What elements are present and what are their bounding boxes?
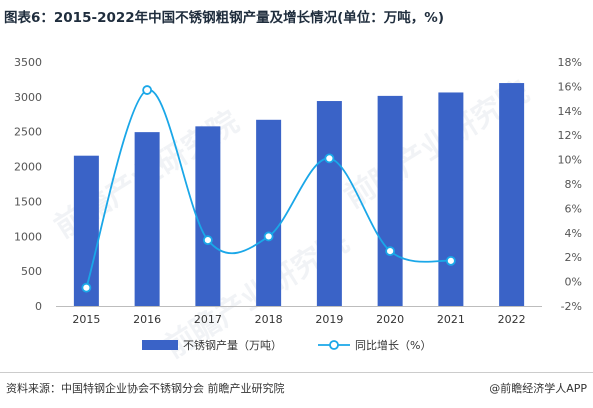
bar <box>377 95 403 307</box>
y-left-tick-label: 3000 <box>14 91 42 104</box>
growth-marker <box>263 231 274 242</box>
y-right-tick-label: 4% <box>565 227 582 240</box>
y-right-tick-label: 14% <box>558 105 582 118</box>
x-tick-label: 2022 <box>498 313 526 326</box>
y-right-tick-label: 2% <box>565 251 582 264</box>
y-right-tick-label: 16% <box>558 80 582 93</box>
legend-bar-swatch <box>142 340 178 350</box>
growth-marker <box>385 246 396 257</box>
y-right-tick-label: 10% <box>558 154 582 167</box>
legend-bar-label: 不锈钢产量（万吨） <box>183 338 282 352</box>
growth-marker <box>324 153 335 164</box>
y-left-tick-label: 500 <box>21 265 42 278</box>
chart-title: 图表6：2015-2022年中国不锈钢粗钢产量及增长情况(单位：万吨，%) <box>4 10 445 26</box>
growth-marker <box>202 235 213 246</box>
x-tick-label: 2016 <box>133 313 161 326</box>
y-right-tick-label: 18% <box>558 56 582 69</box>
source-note: 资料来源：中国特钢企业协会不锈钢分会 前瞻产业研究院 <box>6 382 285 395</box>
growth-marker <box>81 282 92 293</box>
growth-line <box>85 89 452 288</box>
x-tick-label: 2021 <box>437 313 465 326</box>
x-tick-label: 2020 <box>376 313 404 326</box>
chart: 0 500 1000 1500 2000 2500 3000 3500 -2% 0% 2% 4% 6% 8… <box>14 56 582 352</box>
x-tick-label: 2018 <box>255 313 283 326</box>
y-left-tick-label: 2500 <box>14 126 42 139</box>
growth-marker <box>445 255 456 266</box>
legend-line-marker <box>329 340 339 350</box>
y-left-tick-label: 3500 <box>14 56 42 69</box>
y-left-tick-label: 0 <box>35 300 42 313</box>
y-right-tick-label: 8% <box>565 178 582 191</box>
y-right-tick-label: 12% <box>558 129 582 142</box>
bar <box>316 101 342 306</box>
y-right-tick-label: -2% <box>561 300 582 313</box>
credit-note: @前瞻经济学人APP <box>489 382 587 395</box>
x-tick-label: 2019 <box>315 313 343 326</box>
x-tick-label: 2015 <box>72 313 100 326</box>
y-left-tick-label: 2000 <box>14 161 42 174</box>
y-right-tick-label: 6% <box>565 202 582 215</box>
legend-line-label: 同比增长（%） <box>355 338 431 352</box>
footer-divider <box>0 372 593 373</box>
y-right-tick-label: 0% <box>565 276 582 289</box>
bar <box>256 119 282 306</box>
bar <box>438 92 464 306</box>
y-left-tick-label: 1500 <box>14 195 42 208</box>
growth-marker <box>142 85 153 95</box>
bar <box>499 83 525 306</box>
bar <box>73 155 99 306</box>
bar <box>195 126 221 306</box>
x-tick-label: 2017 <box>194 313 222 326</box>
y-left-tick-label: 1000 <box>14 230 42 243</box>
bar <box>134 132 160 306</box>
